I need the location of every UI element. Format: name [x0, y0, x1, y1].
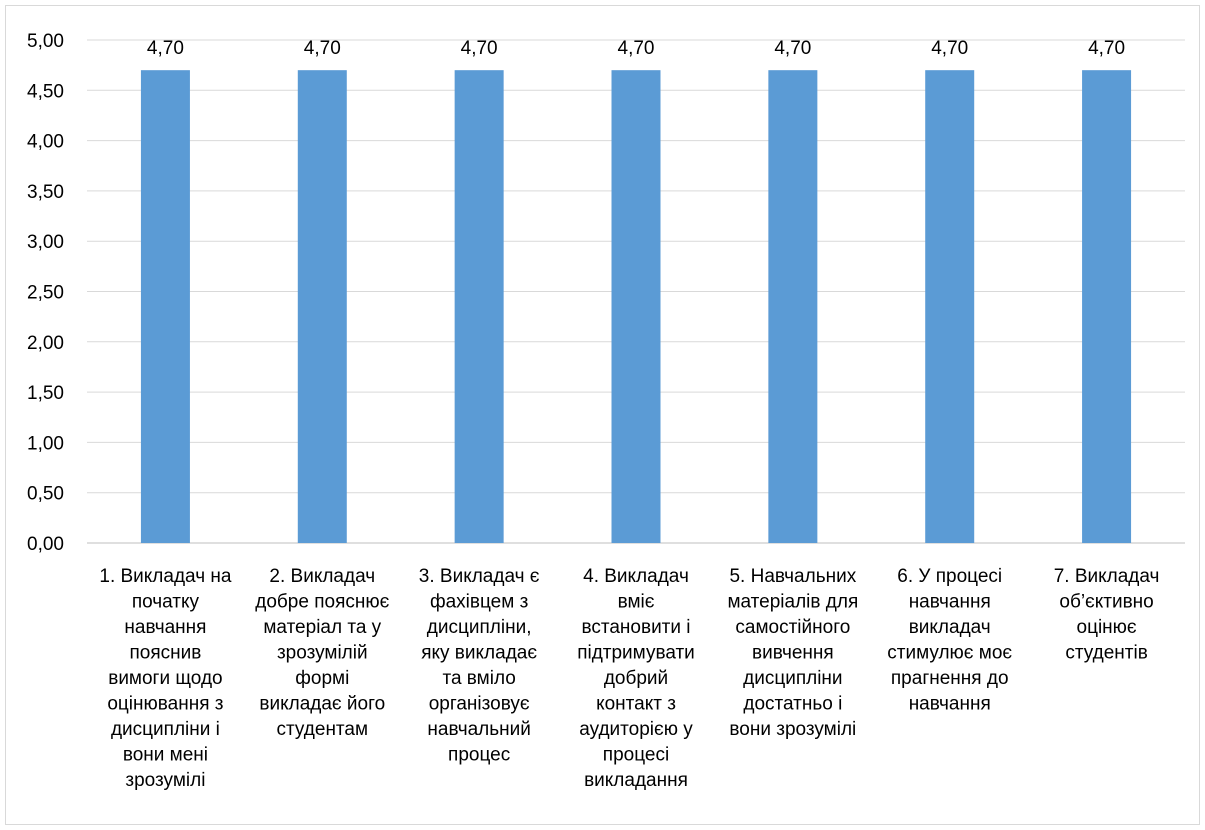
x-tick-label-line: дисципліни, — [427, 617, 532, 638]
data-label: 4,70 — [304, 38, 341, 59]
x-tick-label-line: підтримувати — [577, 643, 695, 664]
x-tick-label: 2. Викладач добре пояснює матеріал та у зро… — [255, 566, 389, 740]
y-tick-label: 4,00 — [27, 132, 64, 153]
x-tick-label-line: аудиторією у — [579, 719, 693, 740]
data-label: 4,70 — [461, 38, 498, 59]
x-tick-label-line: об’єктивно — [1059, 592, 1153, 613]
x-tick-label-line: навчання — [909, 592, 991, 613]
bar — [454, 70, 504, 544]
x-tick-label-line: викладання — [584, 770, 688, 791]
x-tick-label: 3. Викладач є фахівцем з дисципліни, яку ви… — [419, 566, 540, 766]
x-tick-label-line: пояснив — [130, 643, 202, 664]
data-label: 4,70 — [147, 38, 184, 59]
x-tick-label-line: студентам — [277, 719, 369, 740]
x-tick-label-line: самостійного — [735, 617, 850, 638]
y-tick-label: 2,00 — [27, 333, 64, 354]
x-tick-label-line: вивчення — [752, 643, 834, 664]
x-tick-label-line: 4. Викладач — [583, 566, 689, 587]
bar — [1082, 70, 1132, 544]
x-tick-label-line: організовує — [429, 694, 530, 715]
bar — [140, 70, 190, 544]
x-tick-label-line: студентів — [1065, 643, 1147, 664]
x-tick-label: 5. Навчальних матеріалів для самостійного в… — [727, 566, 858, 740]
y-tick-label: 5,00 — [27, 31, 64, 52]
x-tick-label-line: матеріал та у — [263, 617, 381, 638]
x-tick-label-line: 2. Викладач — [269, 566, 375, 587]
y-tick-label: 0,50 — [27, 484, 64, 505]
x-tick-label-line: 7. Викладач — [1054, 566, 1160, 587]
x-tick-label-line: добре пояснює — [255, 592, 389, 613]
y-tick-label: 1,50 — [27, 383, 64, 404]
x-tick-label-line: прагнення до — [891, 668, 1009, 689]
x-tick-label-line: добрий — [604, 668, 668, 689]
x-tick-label-line: вміє — [618, 592, 655, 613]
x-tick-label-line: матеріалів для — [727, 592, 858, 613]
y-tick-label: 2,50 — [27, 283, 64, 304]
y-tick-label: 4,50 — [27, 81, 64, 102]
x-tick-label: 1. Викладач на початку навчання пояснив вимо… — [99, 566, 231, 791]
x-tick-label-line: навчальний — [427, 719, 530, 740]
y-tick-label: 0,00 — [27, 534, 64, 555]
bar — [297, 70, 347, 544]
chart-frame — [5, 5, 1200, 825]
x-tick-label-line: дисципліни і — [111, 719, 220, 740]
x-tick-label-line: дисципліни — [743, 668, 842, 689]
x-tick-label-line: процесі — [603, 745, 669, 766]
x-tick-label-line: оцінює — [1077, 617, 1137, 638]
x-tick-label-line: початку — [132, 592, 200, 613]
x-tick-label: 7. Викладач об’єктивно оцінює студентів — [1054, 566, 1160, 664]
x-tick-label: 6. У процесі навчання викладач стимулює моє… — [887, 566, 1012, 715]
x-tick-label-line: 3. Викладач є — [419, 566, 540, 587]
data-label: 4,70 — [774, 38, 811, 59]
x-tick-label-line: 6. У процесі — [897, 566, 1002, 587]
data-label: 4,70 — [618, 38, 655, 59]
bar — [768, 70, 818, 544]
x-tick-label-line: встановити і — [581, 617, 690, 638]
x-tick-label-line: вони мені — [123, 745, 208, 766]
x-tick-label-line: стимулює моє — [887, 643, 1012, 664]
x-tick-label-line: вимоги щодо — [108, 668, 222, 689]
x-tick-label-line: контакт з — [596, 694, 676, 715]
x-tick-label-line: та вміло — [442, 668, 515, 689]
x-tick-label-line: формі — [295, 668, 349, 689]
x-tick-label-line: достатньо і — [743, 694, 842, 715]
y-tick-label: 3,50 — [27, 182, 64, 203]
x-tick-label-line: навчання — [909, 694, 991, 715]
x-tick-label-line: зрозумілій — [277, 643, 368, 664]
x-tick-label-line: оцінювання з — [107, 694, 223, 715]
x-tick-label-line: вони зрозумілі — [729, 719, 856, 740]
data-label: 4,70 — [1088, 38, 1125, 59]
x-tick-label-line: фахівцем з — [430, 592, 528, 613]
x-tick-label-line: навчання — [124, 617, 206, 638]
y-tick-label: 1,00 — [27, 433, 64, 454]
y-tick-label: 3,00 — [27, 232, 64, 253]
x-tick-label-line: викладає його — [259, 694, 385, 715]
x-tick-label-line: яку викладає — [421, 643, 537, 664]
x-tick-label-line: 1. Викладач на — [99, 566, 231, 587]
data-label: 4,70 — [931, 38, 968, 59]
bar — [611, 70, 661, 544]
x-tick-label-line: зрозумілі — [125, 770, 205, 791]
x-tick-label-line: 5. Навчальних — [729, 566, 856, 587]
x-tick-label: 4. Викладач вміє встановити і підтримувати д… — [577, 566, 695, 791]
x-tick-label-line: викладач — [909, 617, 991, 638]
x-tick-label-line: процес — [448, 745, 510, 766]
bar — [925, 70, 975, 544]
